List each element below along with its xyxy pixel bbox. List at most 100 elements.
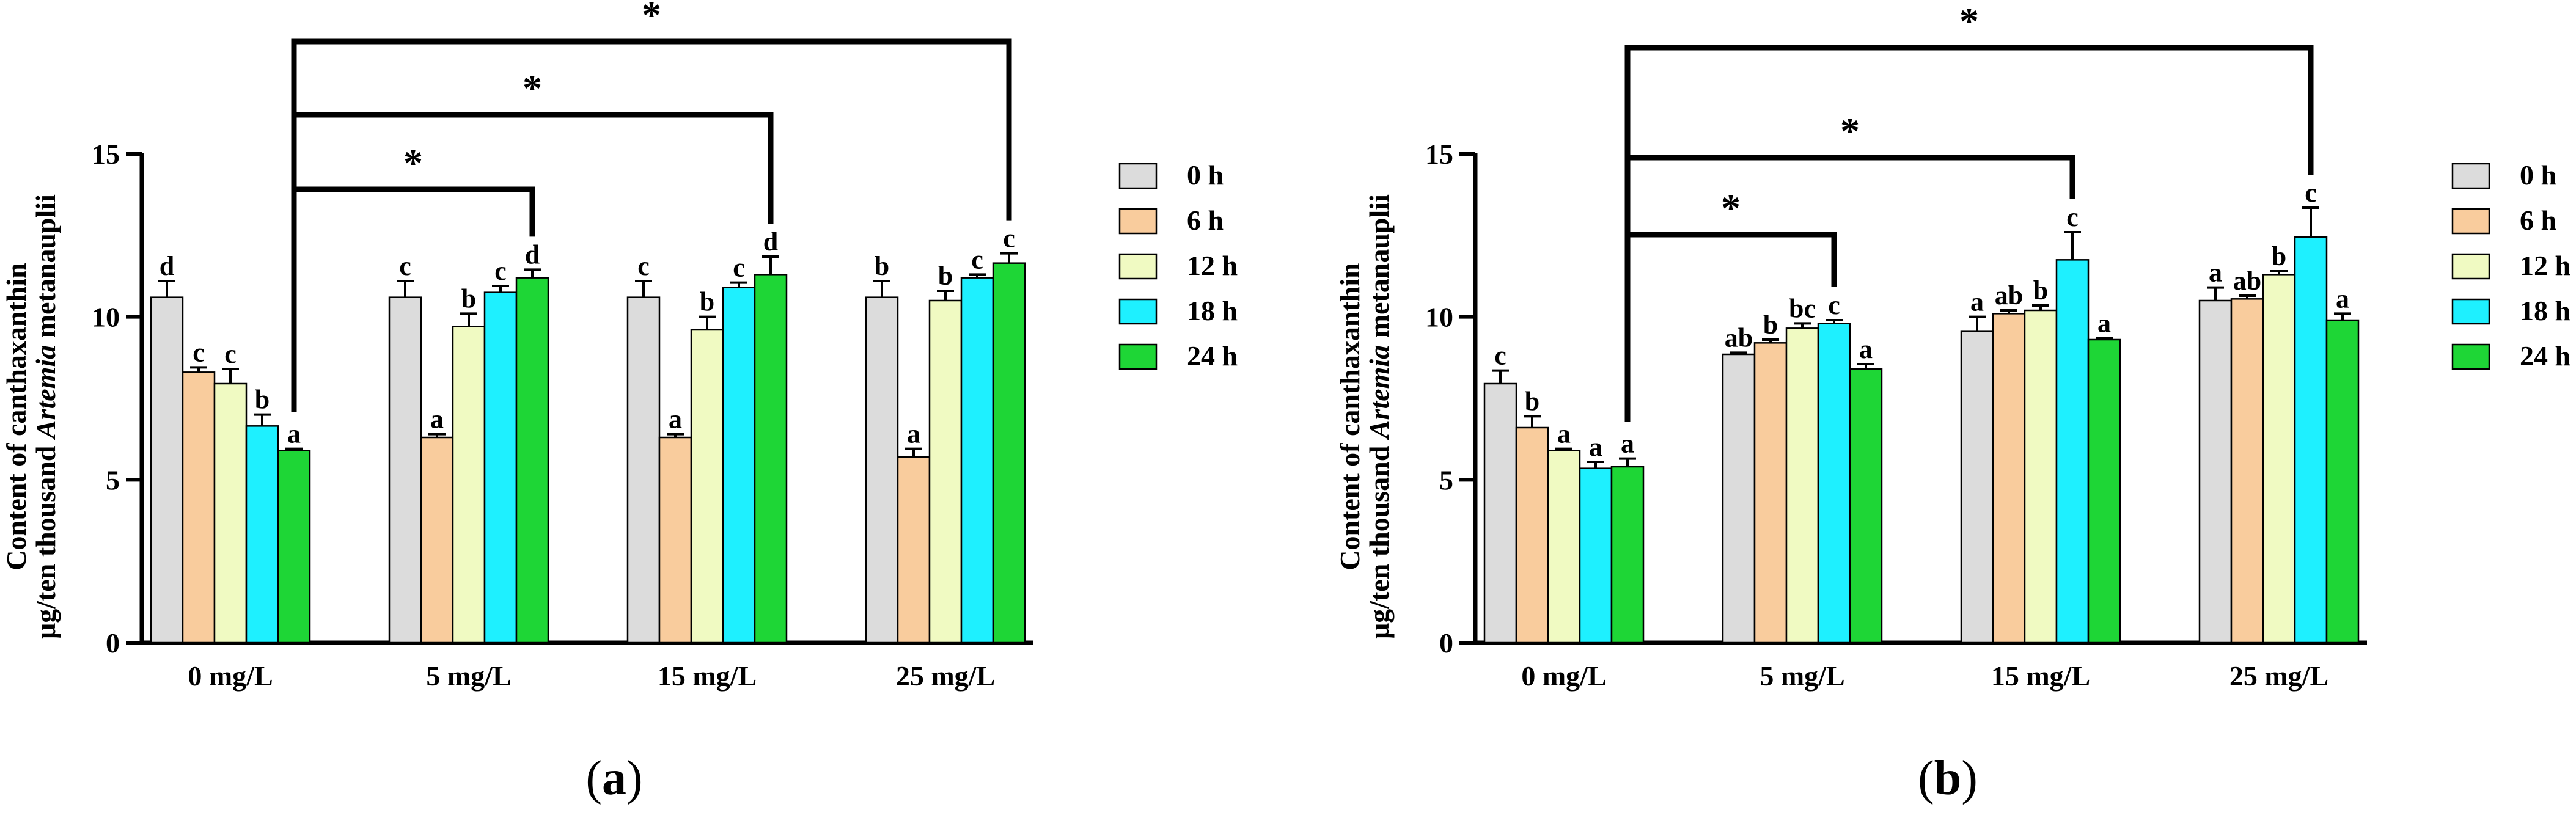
bar <box>865 296 899 644</box>
significance-letter: b <box>2033 276 2048 305</box>
significance-letter: ab <box>1995 280 2023 310</box>
legend-swatch <box>2451 208 2490 235</box>
legend-label: 6 h <box>1187 205 1224 236</box>
bar <box>388 296 422 644</box>
significance-letter: c <box>224 339 237 369</box>
legend-label: 24 h <box>2520 340 2570 371</box>
x-category-label: 0 mg/L <box>1521 660 1606 692</box>
significance-letter: b <box>875 251 889 281</box>
bar <box>897 456 931 644</box>
bar <box>1817 323 1851 644</box>
legend-swatch <box>1118 208 1158 235</box>
significance-letter: c <box>193 337 205 367</box>
significance-letter: c <box>1828 290 1840 320</box>
significance-letter: a <box>907 419 920 449</box>
y-axis-title-italic: Artemia <box>30 345 61 440</box>
bar <box>2024 309 2058 644</box>
bar <box>754 274 788 644</box>
bar <box>2262 274 2296 644</box>
bar <box>960 277 994 644</box>
x-category-label: 15 mg/L <box>1991 660 2090 692</box>
y-tick-label: 15 <box>92 139 120 170</box>
x-category-label: 15 mg/L <box>658 660 757 692</box>
significance-letter: c <box>733 253 745 283</box>
significance-star: * <box>642 0 661 37</box>
significance-letter: a <box>669 404 682 434</box>
y-axis-title-line2: μg/ten thousand Artemia metanauplii <box>1363 194 1395 639</box>
bar <box>992 262 1026 644</box>
bar <box>452 326 486 644</box>
x-category-label: 5 mg/L <box>426 660 511 692</box>
y-tick-label: 0 <box>1439 627 1453 659</box>
bar <box>515 277 549 644</box>
panel-label-letter: b <box>1934 751 1962 805</box>
significance-letter: a <box>1970 287 1984 317</box>
y-tick-label: 5 <box>106 464 120 495</box>
significance-letter: b <box>461 283 476 313</box>
significance-letter: b <box>2272 241 2286 271</box>
bar <box>2055 259 2090 644</box>
significance-letter: b <box>700 287 714 317</box>
x-category-label: 25 mg/L <box>896 660 995 692</box>
legend-label: 12 h <box>1187 250 1238 281</box>
legend-swatch <box>1118 253 1158 280</box>
significance-letter: b <box>1525 386 1539 416</box>
significance-letter: c <box>1003 224 1015 254</box>
bar <box>1785 327 1819 644</box>
significance-letter: a <box>2209 258 2222 288</box>
bar <box>2198 299 2233 644</box>
y-axis-title-text: metanauplii <box>30 194 61 345</box>
significance-letter: c <box>2066 202 2079 232</box>
y-tick-label: 10 <box>1425 302 1453 333</box>
y-axis-title-text: μg/ten thousand <box>1363 439 1395 639</box>
bar <box>1849 368 1883 644</box>
significance-letter: a <box>1859 334 1873 364</box>
bar <box>2294 236 2328 644</box>
legend-swatch <box>1118 298 1158 325</box>
bar <box>626 296 661 644</box>
bar <box>1722 353 1756 644</box>
significance-letter: b <box>255 385 270 415</box>
significance-letter: b <box>1763 310 1778 340</box>
bar <box>420 436 454 644</box>
bar <box>1579 467 1613 644</box>
y-axis-title-text: μg/ten thousand <box>30 439 61 639</box>
legend-label: 6 h <box>2520 205 2556 236</box>
bar <box>1992 313 2026 644</box>
bar <box>245 425 279 644</box>
significance-star: * <box>1959 0 1979 43</box>
bar <box>2087 338 2121 644</box>
bar <box>2230 298 2264 644</box>
significance-letter: a <box>2336 283 2349 313</box>
y-tick-label: 15 <box>1425 139 1453 170</box>
x-category-label: 25 mg/L <box>2229 660 2328 692</box>
legend-label: 18 h <box>2520 295 2570 326</box>
panel-label-paren: ( <box>1918 751 1934 805</box>
significance-letter: d <box>160 251 174 281</box>
legend-label: 0 h <box>2520 159 2556 191</box>
bar <box>658 436 692 644</box>
significance-star: * <box>1721 186 1741 230</box>
bar <box>150 296 184 644</box>
legend-label: 18 h <box>1187 295 1238 326</box>
significance-star: * <box>1840 109 1860 153</box>
significance-letter: bc <box>1789 293 1816 323</box>
y-tick-label: 10 <box>92 302 120 333</box>
panel-label-letter: a <box>602 751 626 805</box>
legend-swatch <box>1118 163 1158 189</box>
significance-letter: c <box>1494 341 1506 371</box>
significance-letter: a <box>2097 308 2111 338</box>
bar <box>277 450 311 644</box>
significance-letter: ab <box>1725 323 1753 352</box>
legend-label: 24 h <box>1187 340 1238 371</box>
significance-star: * <box>403 141 423 184</box>
significance-star: * <box>523 67 542 110</box>
significance-letter: d <box>763 227 778 257</box>
significance-letter: c <box>2305 178 2317 208</box>
significance-letter: ab <box>2233 266 2261 296</box>
panel-label-paren: ) <box>626 751 643 805</box>
legend-swatch <box>2451 163 2490 189</box>
significance-letter: a <box>1589 432 1602 462</box>
bar <box>1753 342 1788 644</box>
